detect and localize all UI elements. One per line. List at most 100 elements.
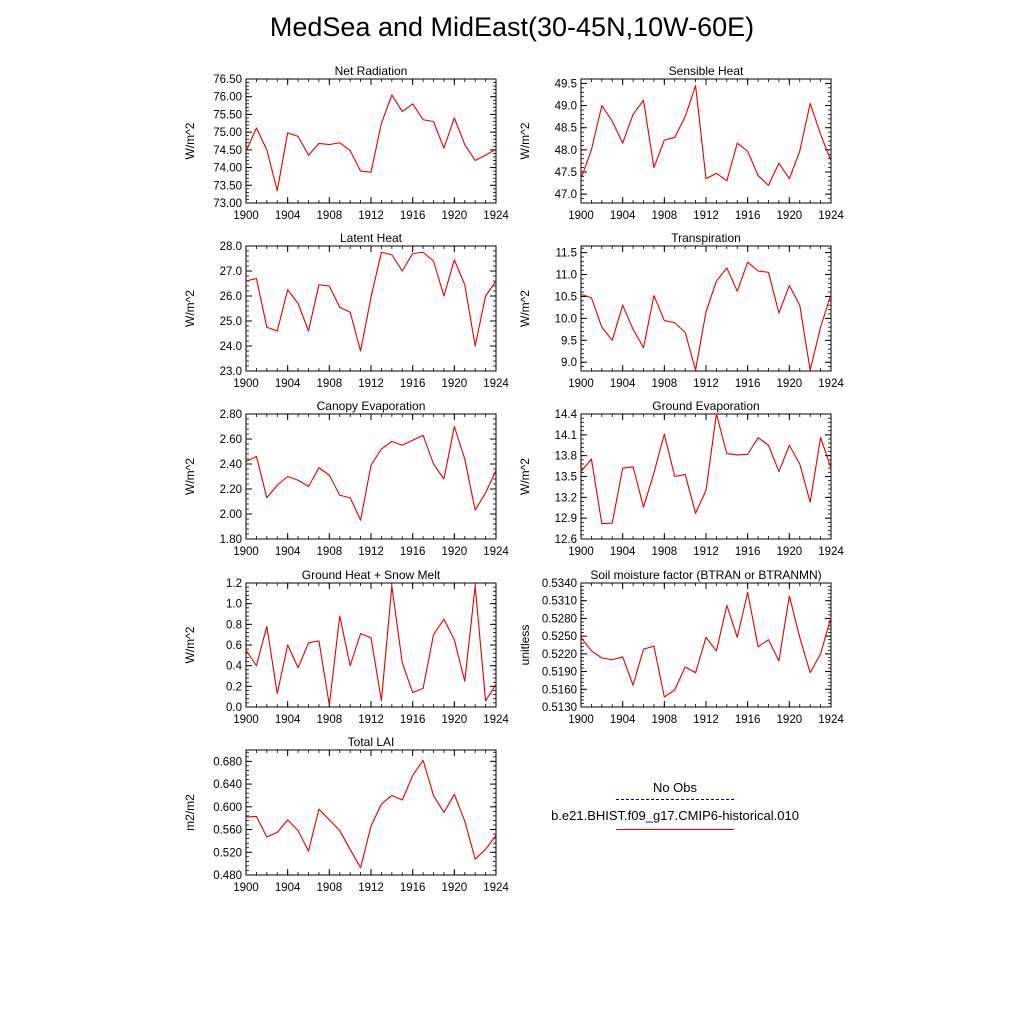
y-tick-label: 48.5 (555, 123, 577, 135)
y-tick-label: 0.2 (226, 681, 242, 693)
x-tick-label: 1924 (818, 378, 844, 390)
x-tick-label: 1908 (317, 546, 343, 558)
y-tick-label: 24.0 (220, 341, 242, 353)
y-axis-label: W/m^2 (183, 122, 197, 159)
legend-model-label: b.e21.BHIST.f09_g17.CMIP6-historical.010 (551, 808, 799, 823)
x-tick-label: 1912 (358, 546, 384, 558)
y-tick-label: 75.50 (213, 109, 242, 121)
x-tick-label: 1908 (317, 882, 343, 894)
y-tick-label: 1.80 (220, 534, 242, 546)
chart-panel-6: 1900 1904 1908 1912 1916 1920 1924 0.0 0.2 0.4 0.6… (183, 568, 509, 726)
x-tick-label: 1912 (693, 714, 719, 726)
x-tick-label: 1904 (610, 210, 636, 222)
y-tick-label: 74.00 (213, 163, 242, 175)
panel-title: Ground Evaporation (652, 399, 759, 413)
y-axis-label: W/m^2 (518, 122, 532, 159)
x-tick-label: 1912 (358, 210, 384, 222)
y-tick-label: 73.50 (213, 180, 242, 192)
x-tick-label: 1912 (358, 882, 384, 894)
y-tick-label: 11.5 (555, 248, 577, 260)
y-tick-label: 0.5160 (542, 684, 577, 696)
y-axis-label: m2/m2 (183, 794, 197, 831)
panel-title: Transpiration (671, 231, 741, 245)
chart-panel-4: 1900 1904 1908 1912 1916 1920 1924 1.80 2.00 2.20… (183, 399, 509, 558)
y-tick-label: 76.50 (213, 74, 242, 86)
series-line-0 (580, 591, 832, 698)
plot-frame (245, 582, 497, 708)
x-tick-label: 1908 (317, 378, 343, 390)
x-tick-label: 1900 (233, 378, 259, 390)
page-title: MedSea and MidEast(30-45N,10W-60E) (269, 12, 755, 42)
x-tick-label: 1920 (442, 210, 468, 222)
y-tick-label: 0.6 (226, 640, 242, 652)
x-tick-label: 1904 (275, 210, 301, 222)
x-tick-label: 1920 (777, 210, 803, 222)
y-tick-label: 23.0 (220, 366, 242, 378)
panel-title: Latent Heat (340, 231, 403, 245)
y-tick-label: 9.0 (561, 357, 577, 369)
y-tick-label: 0.0 (226, 702, 242, 714)
x-tick-label: 1924 (818, 210, 844, 222)
chart-panel-2: 1900 1904 1908 1912 1916 1920 1924 23.0 24.0 25.0… (183, 231, 509, 390)
chart-panel-7: 1900 1904 1908 1912 1916 1920 1924 0.5130 0.5160… (518, 568, 844, 726)
x-tick-label: 1912 (693, 378, 719, 390)
series-line-0 (245, 251, 497, 352)
y-tick-label: 76.00 (213, 92, 242, 104)
x-tick-label: 1904 (275, 546, 301, 558)
y-tick-label: 0.5130 (542, 702, 577, 714)
x-tick-label: 1908 (317, 210, 343, 222)
x-tick-label: 1912 (693, 210, 719, 222)
plot-frame (580, 78, 832, 204)
y-tick-label: 14.1 (555, 430, 577, 442)
x-tick-label: 1924 (818, 546, 844, 558)
y-tick-label: 27.0 (220, 266, 242, 278)
y-tick-label: 0.5310 (542, 596, 577, 608)
x-tick-label: 1916 (735, 546, 761, 558)
plot-frame (245, 749, 497, 876)
series-line-0 (245, 759, 497, 869)
x-tick-label: 1900 (233, 546, 259, 558)
y-tick-label: 0.5220 (542, 649, 577, 661)
y-tick-label: 47.0 (555, 189, 577, 201)
panel-title: Ground Heat + Snow Melt (302, 568, 441, 582)
y-tick-label: 49.5 (555, 78, 577, 90)
series-line-0 (245, 585, 497, 706)
x-tick-label: 1900 (233, 882, 259, 894)
y-tick-label: 28.0 (220, 241, 242, 253)
y-tick-label: 2.60 (220, 434, 242, 446)
x-tick-label: 1920 (777, 714, 803, 726)
chart-panel-8: 1900 1904 1908 1912 1916 1920 1924 0.480 0.520 0.… (183, 735, 509, 894)
x-tick-label: 1908 (652, 714, 678, 726)
y-tick-label: 47.5 (555, 167, 577, 179)
x-tick-label: 1916 (400, 210, 426, 222)
chart-panel-0: 1900 1904 1908 1912 1916 1920 1924 73.00 73.50 74… (183, 64, 509, 222)
y-tick-label: 0.8 (226, 619, 242, 631)
series-line-0 (245, 94, 497, 192)
x-tick-label: 1900 (233, 714, 259, 726)
panel-title: Canopy Evaporation (317, 399, 426, 413)
legend: No Obs b.e21.BHIST.f09_g17.CMIP6-histori… (520, 778, 830, 838)
x-tick-label: 1904 (275, 378, 301, 390)
legend-obs-label: No Obs (652, 780, 698, 795)
y-tick-label: 2.40 (220, 459, 242, 471)
y-axis-label: W/m^2 (183, 290, 197, 327)
chart-panel-1: 1900 1904 1908 1912 1916 1920 1924 47.0 47.5 48.0… (518, 64, 844, 222)
y-tick-label: 0.5250 (542, 631, 577, 643)
series-line-0 (580, 85, 832, 186)
x-tick-label: 1924 (818, 714, 844, 726)
y-tick-label: 2.20 (220, 484, 242, 496)
y-tick-label: 14.4 (555, 409, 578, 421)
plot-frame (245, 413, 497, 540)
y-tick-label: 12.6 (555, 534, 577, 546)
y-tick-label: 48.0 (555, 145, 577, 157)
y-tick-label: 0.600 (213, 802, 242, 814)
x-tick-label: 1912 (358, 714, 384, 726)
y-tick-label: 13.2 (555, 492, 577, 504)
x-tick-label: 1916 (400, 714, 426, 726)
y-tick-label: 0.560 (213, 825, 242, 837)
y-tick-label: 0.5190 (542, 667, 577, 679)
x-tick-label: 1904 (610, 546, 636, 558)
y-tick-label: 2.80 (220, 409, 242, 421)
x-tick-label: 1900 (233, 210, 259, 222)
x-tick-label: 1924 (483, 714, 509, 726)
